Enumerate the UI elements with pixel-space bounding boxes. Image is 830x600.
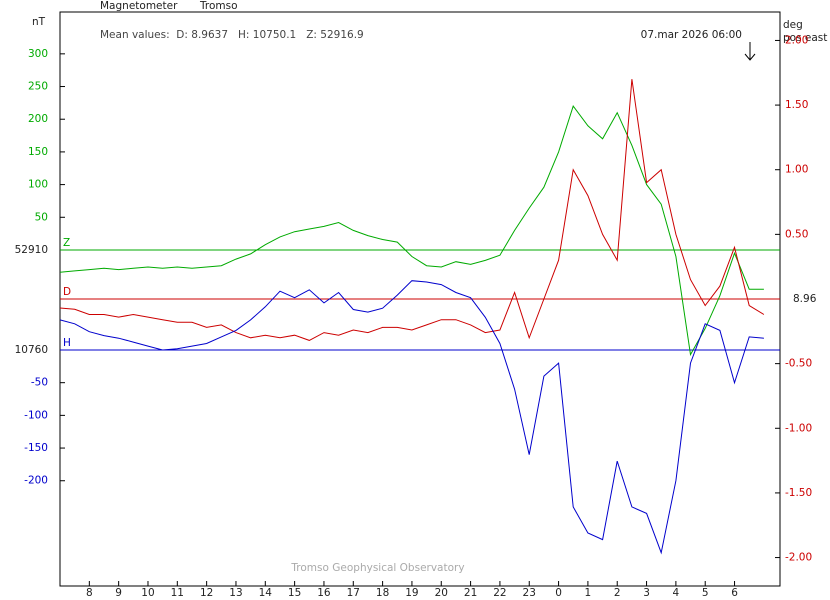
y-tick-label: 52910 [15,244,48,256]
series-label: D [63,286,71,298]
y2-tick-label: 1.00 [785,164,808,176]
x-tick-label: 21 [464,587,477,599]
y-tick-label: -200 [24,475,48,487]
series-line [59,105,764,357]
x-tick-label: 13 [229,587,242,599]
station: Tromso [199,0,238,12]
y-tick-label: -100 [24,409,48,421]
x-tick-label: 1 [585,587,592,599]
series-line [59,79,765,341]
y2-tick-label: -0.50 [785,358,812,370]
x-tick-label: 19 [405,587,418,599]
y-axis-label: nT [32,16,46,28]
footer: Tromso Geophysical Observatory [290,562,464,574]
x-tick-label: 3 [643,587,650,599]
x-tick-label: 18 [376,587,389,599]
x-tick-label: 20 [435,587,448,599]
series-label: H [63,337,71,349]
x-tick-label: 8 [86,587,93,599]
x-tick-label: 17 [347,587,360,599]
y-tick-label: 10760 [15,344,48,356]
y-tick-label: -150 [24,442,48,454]
mean-values: Mean values: D: 8.9637 H: 10750.1 Z: 529… [100,29,364,41]
y-tick-label: 200 [28,113,48,125]
x-tick-label: 22 [493,587,506,599]
y2-tick-label: -1.00 [785,422,812,434]
x-tick-label: 0 [555,587,562,599]
series-label: Z [63,237,70,249]
y2-tick-label: -2.00 [785,552,812,564]
y-tick-label: 100 [28,179,48,191]
y-tick-label: 250 [28,81,48,93]
y2-tick-label: 1.50 [785,99,808,111]
y2-axis-label: deg [783,19,803,31]
y-tick-label: 300 [28,48,48,60]
x-tick-label: 9 [115,587,122,599]
y-tick-label: -50 [31,377,48,389]
x-tick-label: 16 [317,587,331,599]
x-tick-label: 23 [523,587,536,599]
x-tick-label: 5 [702,587,709,599]
chart-title: Magnetometer [100,0,178,12]
y-tick-label: 150 [28,146,48,158]
series-line [59,280,764,555]
x-tick-label: 6 [731,587,738,599]
x-tick-label: 11 [171,587,184,599]
y-tick-label: 50 [35,211,48,223]
y2-tick-label: 2.00 [785,34,808,46]
x-tick-label: 2 [614,587,621,599]
y2-tick-label: 8.96 [793,293,817,305]
y2-tick-label: -1.50 [785,487,812,499]
x-tick-label: 12 [200,587,213,599]
y2-axis-sublabel: pos east [783,32,827,44]
timestamp: 07.mar 2026 06:00 [641,29,742,41]
x-tick-label: 14 [259,587,273,599]
x-tick-label: 4 [673,587,680,599]
x-tick-label: 10 [141,587,154,599]
time-arrow-head [744,53,756,61]
x-tick-label: 15 [288,587,301,599]
y2-tick-label: 0.50 [785,228,808,240]
